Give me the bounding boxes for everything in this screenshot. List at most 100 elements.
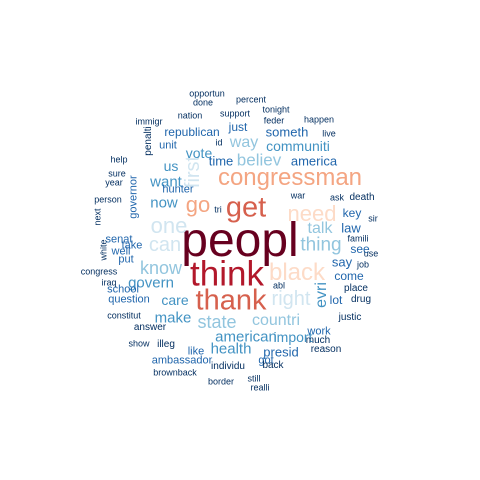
word-go: go [185,192,211,217]
word-governor: governor [127,175,140,219]
word-sir: sir [368,213,378,224]
word-communiti: communiti [266,138,330,154]
word-key: key [342,206,362,220]
word-question: question [108,293,150,306]
word-got: got [258,354,274,367]
word-need: need [287,201,337,226]
word-presid: presid [263,344,299,360]
word-year: year [105,177,123,188]
word-know: know [139,258,183,278]
word-happen: happen [303,114,335,125]
word-justic: justic [338,312,362,323]
word-law: law [341,220,361,236]
word-tri: tri [214,204,222,215]
word-now: now [150,194,178,212]
word-like: like [187,345,205,358]
word-way: way [229,134,259,151]
word-sure: sure [108,168,126,179]
word-american: american [215,328,277,346]
word-next: next [92,208,103,226]
word-support: support [219,108,251,119]
word-school: school [107,283,139,296]
word-tonight: tonight [262,104,290,115]
word-answer: answer [133,322,167,333]
word-see: see [350,242,370,256]
word-death: death [349,192,375,203]
word-make: make [154,309,192,327]
word-realli: realli [250,382,270,393]
word-individu: individu [211,361,245,372]
word-one: one [150,213,188,238]
word-illeg: illeg [157,339,175,350]
word-lot: lot [329,293,343,307]
word-opportun: opportun [189,88,225,99]
word-show: show [128,338,150,349]
word-person: person [94,194,122,205]
word-get: get [225,191,267,224]
word-state: state [197,312,237,332]
word-unit: unit [159,139,177,152]
word-vote: vote [185,145,213,161]
word-border: border [207,376,235,387]
word-reason: reason [310,344,342,355]
word-much: much [305,335,331,346]
word-white: white [98,239,109,261]
word-put: put [118,253,134,266]
word-say: say [331,254,353,270]
word-place: place [344,283,368,294]
word-want: want [150,173,182,191]
word-talk: talk [307,220,333,237]
word-us: us [163,158,179,174]
word-job: job [356,259,370,270]
word-use: use [363,248,379,259]
word-id: id [215,137,223,148]
word-well: well [111,245,131,258]
word-percent: percent [235,94,267,105]
word-war: war [290,190,306,201]
word-hunter: hunter [162,183,194,196]
word-can: can [148,234,182,256]
word-think: think [190,254,264,294]
word-constitut: constitut [107,310,141,321]
word-iraq: iraq [101,277,117,288]
word-immigr: immigr [135,116,163,127]
word-thank: thank [195,284,267,317]
word-right: right [271,288,311,310]
word-senat: senat [105,233,133,246]
word-ambassador: ambassador [151,354,213,367]
word-care: care [161,292,189,308]
word-penalti: penalti [143,126,154,156]
word-thing: thing [300,234,342,256]
word-drug: drug [350,294,372,305]
word-evri: evri [313,282,330,308]
word-believ: believ [236,150,282,170]
word-america: america [290,153,338,169]
word-still: still [247,373,261,384]
word-live: live [322,128,336,139]
word-back: back [262,360,284,371]
word-congressman: congressman [217,164,363,191]
word-abl: abl [272,280,286,291]
word-someth: someth [265,124,309,140]
word-help: help [110,154,128,165]
word-time: time [208,153,234,169]
word-govern: govern [128,274,174,292]
word-come: come [334,269,364,283]
word-nation: nation [177,110,203,121]
word-countri: countri [251,312,301,329]
word-done: done [192,97,214,108]
word-congress: congress [80,266,118,277]
word-feder: feder [263,115,285,126]
word-brownback: brownback [153,367,197,378]
word-peopl: peopl [181,214,299,267]
word-take: take [121,239,143,252]
word-health: health [210,340,252,358]
word-republican: republican [164,125,220,139]
word-black: black [268,259,326,286]
word-just: just [228,120,248,134]
word-work: work [307,325,331,338]
word-famili: famili [347,233,369,244]
word-ask: ask [329,192,345,203]
word-import: import [273,329,313,345]
